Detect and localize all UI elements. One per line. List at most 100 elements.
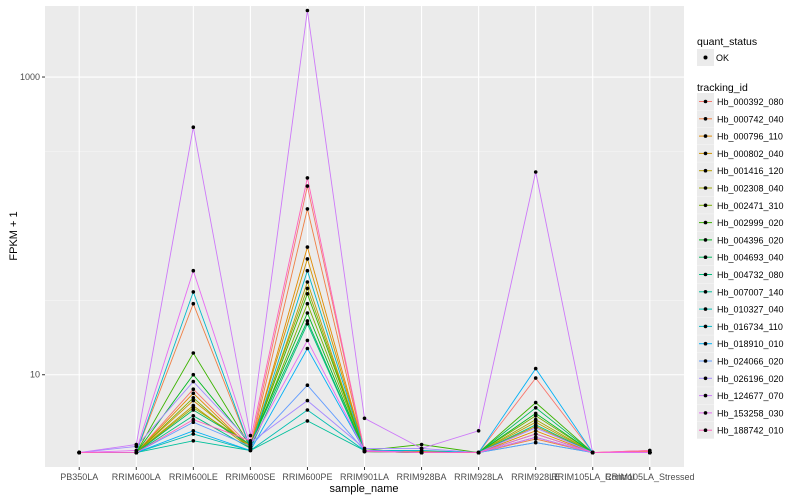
data-point bbox=[533, 432, 538, 436]
legend-label: Hb_000802_040 bbox=[717, 149, 784, 159]
legend-shape-title: quant_status bbox=[697, 36, 757, 48]
data-point bbox=[305, 176, 310, 180]
data-point bbox=[305, 286, 310, 291]
data-point bbox=[305, 319, 310, 323]
legend-label: Hb_124677_070 bbox=[717, 391, 784, 401]
legend-key-point bbox=[703, 255, 708, 259]
data-point bbox=[248, 448, 253, 453]
legend-color-title: tracking_id bbox=[697, 82, 748, 94]
x-axis: PB350LA RRIM600LA RRIM600LE RRIM600SE RRIM60… bbox=[60, 467, 695, 482]
data-point bbox=[533, 376, 538, 380]
data-point bbox=[476, 429, 481, 433]
data-point bbox=[191, 414, 196, 418]
data-point bbox=[362, 449, 367, 454]
data-point bbox=[305, 419, 310, 423]
x-tick-label: RRIM600SE bbox=[225, 472, 275, 482]
data-point bbox=[533, 406, 538, 410]
legend-shape-label: OK bbox=[716, 53, 729, 63]
data-point bbox=[305, 8, 310, 13]
legend-label: Hb_002471_310 bbox=[717, 201, 784, 211]
data-point bbox=[533, 423, 538, 427]
data-point bbox=[305, 398, 310, 403]
data-point bbox=[191, 125, 196, 129]
legend-key-point bbox=[703, 134, 708, 138]
data-point bbox=[191, 417, 196, 422]
data-point bbox=[533, 411, 538, 416]
data-point bbox=[419, 450, 424, 455]
legend-key-point bbox=[703, 341, 708, 346]
legend-label: Hb_153258_030 bbox=[717, 408, 784, 418]
x-tick-label: RRIM928LA bbox=[454, 472, 503, 482]
data-point bbox=[533, 426, 538, 430]
data-point bbox=[305, 268, 310, 273]
legend-label: Hb_188742_010 bbox=[717, 426, 784, 436]
data-point bbox=[191, 372, 196, 377]
legend-key-point bbox=[703, 117, 708, 121]
x-tick-label: RRIM600LA bbox=[112, 472, 161, 482]
data-point bbox=[533, 440, 538, 445]
data-point bbox=[191, 351, 196, 355]
x-tick-label: RRIM105LA_Stressed bbox=[605, 472, 695, 482]
legend-label: Hb_024066_020 bbox=[717, 357, 784, 367]
data-point bbox=[305, 207, 310, 211]
data-point bbox=[533, 420, 538, 425]
legend-label: Hb_000796_110 bbox=[717, 132, 783, 142]
x-tick-label: RRIM105LA_Control bbox=[551, 472, 634, 482]
legend-key-point bbox=[703, 272, 708, 277]
data-point bbox=[134, 442, 139, 447]
legend-key-point bbox=[703, 186, 708, 190]
data-point bbox=[648, 448, 652, 453]
legend-label: Hb_004693_040 bbox=[717, 253, 784, 263]
data-point bbox=[191, 387, 196, 392]
data-point bbox=[191, 379, 196, 384]
data-point bbox=[362, 416, 367, 421]
legend-key-point bbox=[703, 411, 708, 415]
legend-key-point bbox=[703, 99, 708, 104]
data-point bbox=[533, 435, 538, 440]
data-point bbox=[191, 398, 196, 403]
data-point bbox=[305, 346, 310, 351]
x-tick-label: RRIM928LE bbox=[511, 472, 560, 482]
data-point bbox=[191, 290, 196, 294]
data-point bbox=[590, 450, 595, 455]
legend-label: Hb_016734_110 bbox=[717, 322, 783, 332]
y-tick-label: 1000 bbox=[20, 72, 40, 82]
data-point bbox=[305, 338, 310, 343]
data-point bbox=[191, 429, 196, 433]
legend-key-point bbox=[703, 238, 708, 242]
y-axis: 10 1000 bbox=[20, 72, 45, 380]
legend-color-items: Hb_000392_080 Hb_000742_040 Hb_000796_110 H… bbox=[697, 93, 784, 439]
legend-label: Hb_002999_020 bbox=[717, 218, 784, 228]
legend-label: Hb_026196_020 bbox=[717, 374, 784, 384]
legend-key-point bbox=[703, 428, 708, 433]
data-point bbox=[305, 292, 310, 296]
data-point bbox=[191, 420, 196, 425]
x-tick-label: RRIM600PE bbox=[282, 472, 332, 482]
data-point bbox=[305, 301, 310, 306]
data-point bbox=[77, 450, 81, 455]
legend-key-point bbox=[703, 376, 708, 381]
data-point bbox=[191, 391, 196, 396]
data-point bbox=[305, 408, 310, 412]
data-point bbox=[248, 442, 253, 447]
y-axis-title: FPKM + 1 bbox=[8, 211, 20, 260]
data-point bbox=[248, 433, 253, 438]
legend: quant_status OK tracking_id Hb_000392_08… bbox=[697, 36, 784, 439]
series-points bbox=[77, 8, 652, 455]
legend-key-point bbox=[703, 324, 708, 329]
data-point bbox=[533, 366, 538, 371]
x-axis-title: sample_name bbox=[329, 483, 398, 495]
data-point bbox=[533, 170, 538, 174]
x-tick-label: PB350LA bbox=[60, 472, 98, 482]
legend-label: Hb_007007_140 bbox=[717, 287, 784, 297]
legend-label: Hb_001416_120 bbox=[717, 166, 784, 176]
data-point bbox=[191, 268, 196, 273]
legend-label: Hb_004732_080 bbox=[717, 270, 784, 280]
legend-key-point bbox=[703, 393, 708, 398]
data-point bbox=[191, 396, 196, 400]
grid-major bbox=[45, 6, 684, 467]
legend-key-point bbox=[703, 290, 708, 294]
legend-label: Hb_018910_010 bbox=[717, 339, 784, 349]
x-tick-label: RRIM901LA bbox=[340, 472, 389, 482]
